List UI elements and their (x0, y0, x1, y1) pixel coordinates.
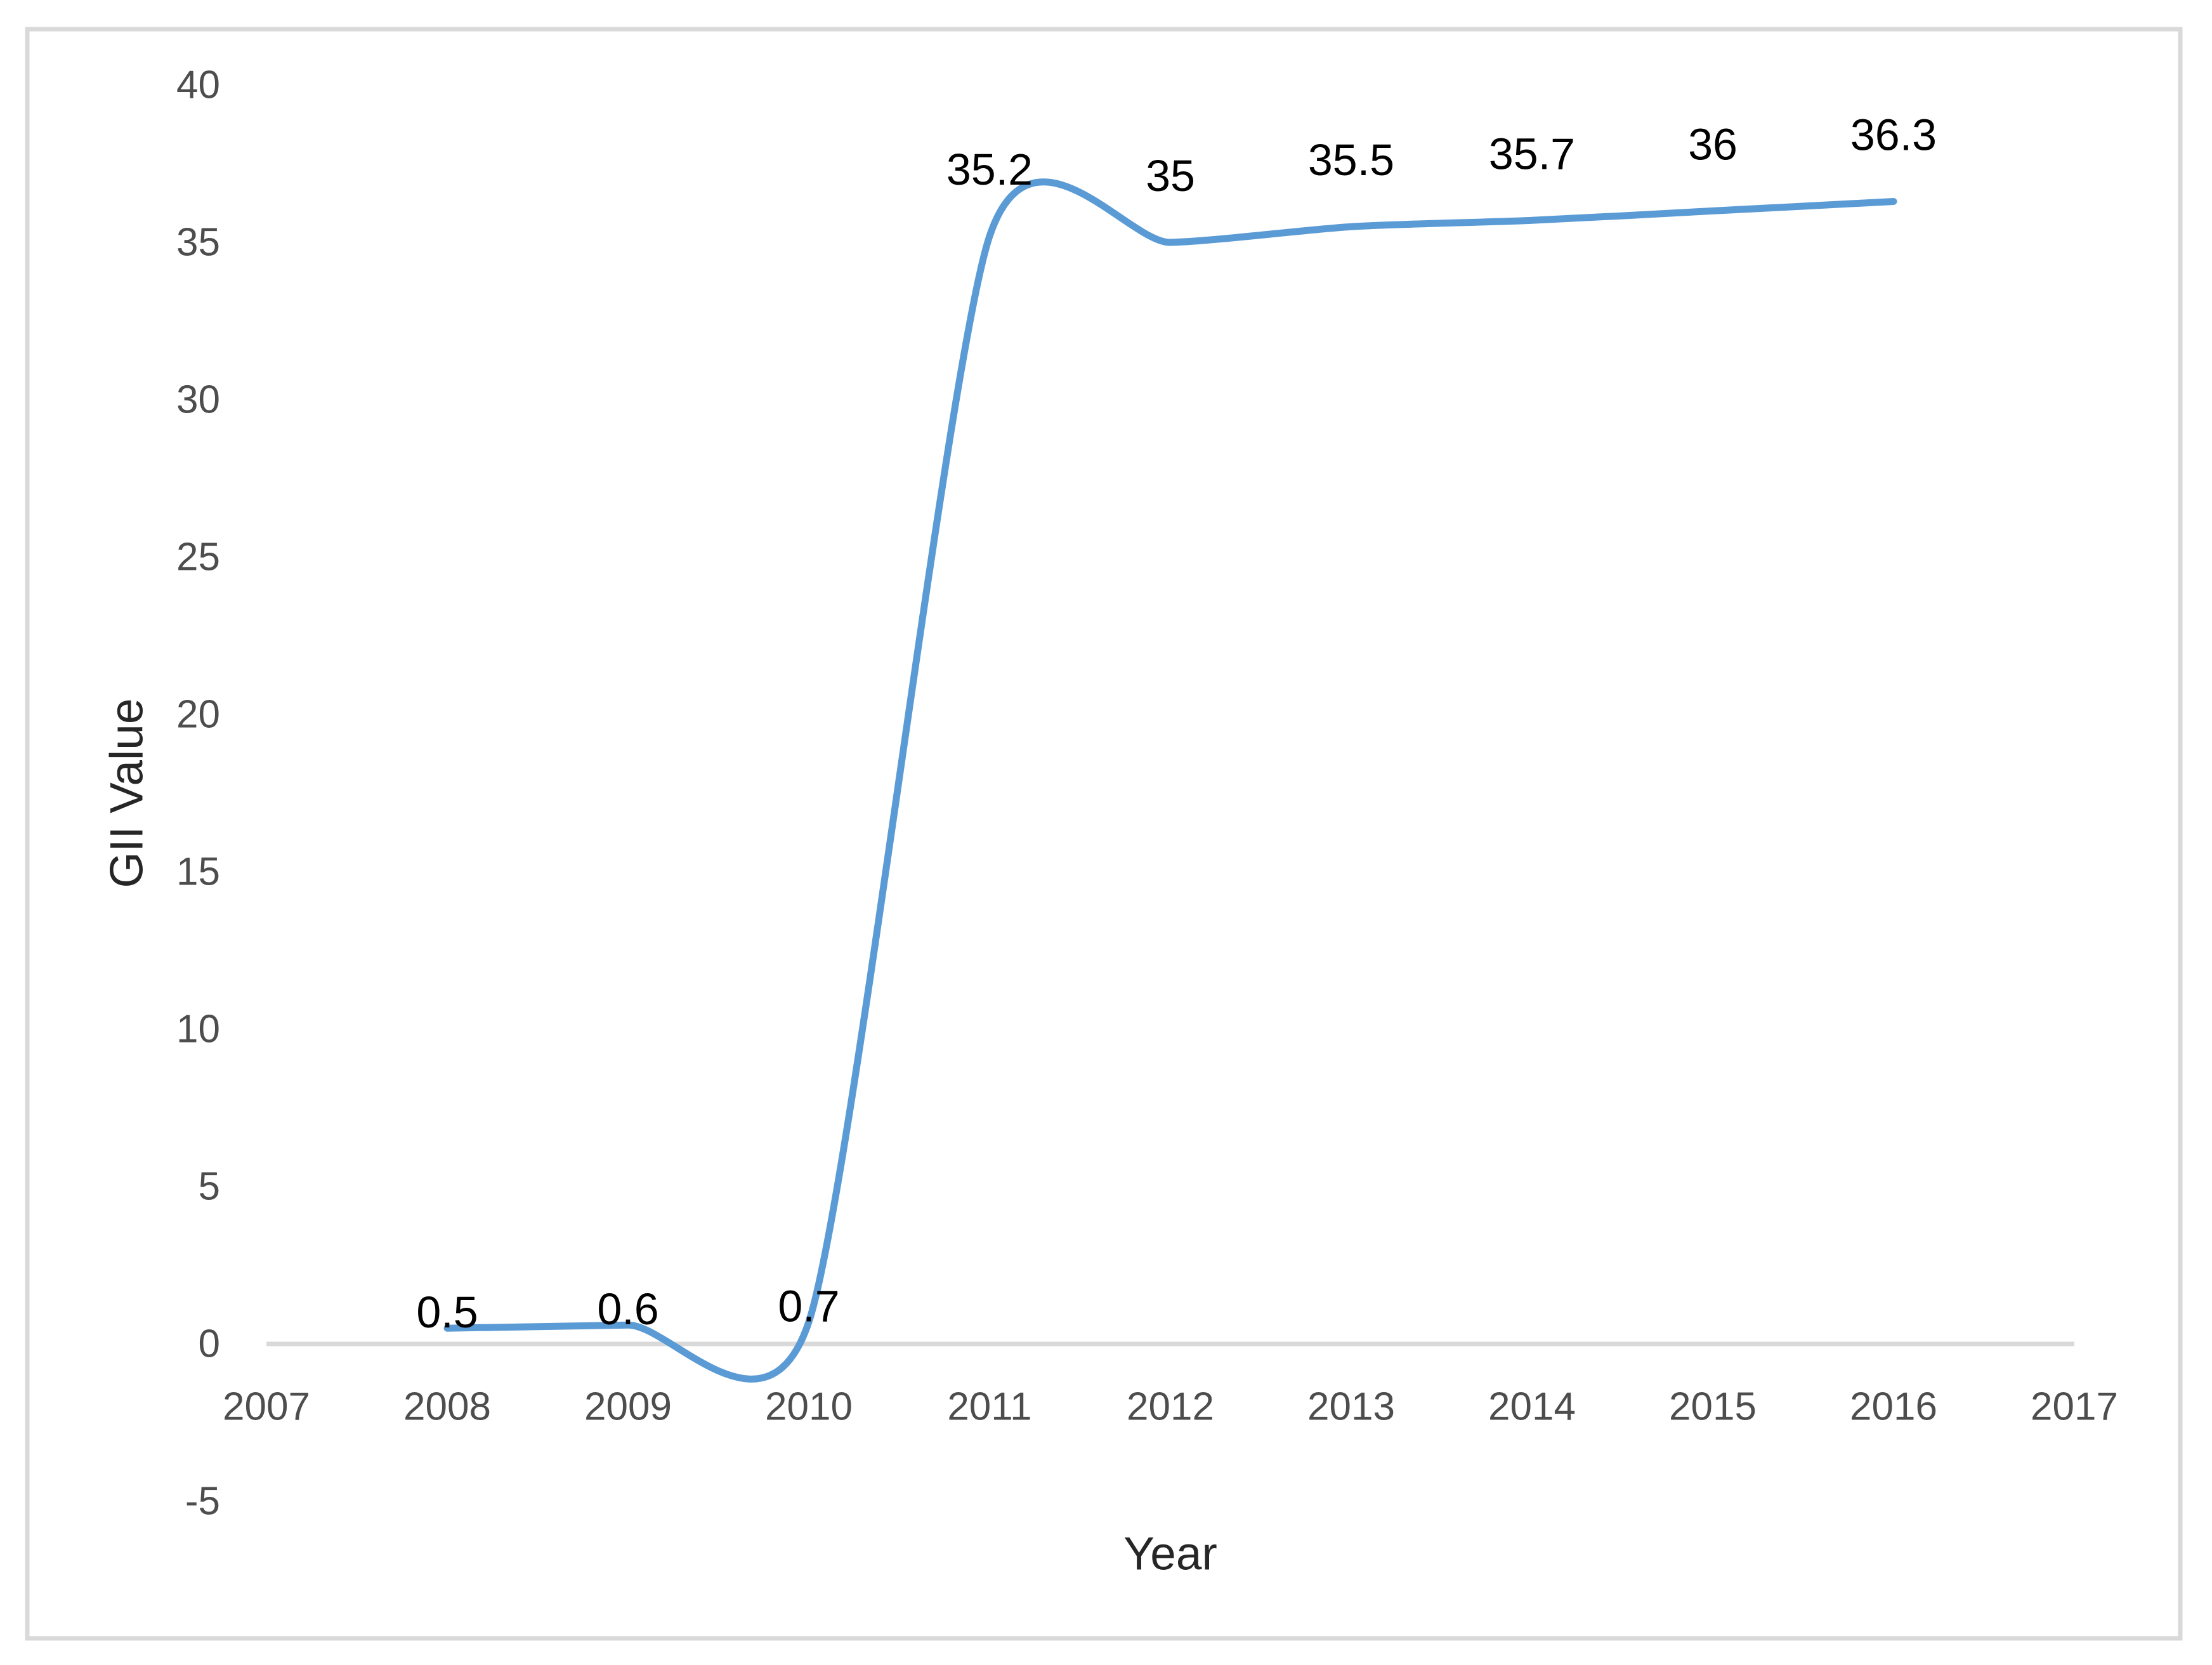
x-axis-title: Year (1123, 1529, 1217, 1580)
data-label: 35.2 (946, 145, 1033, 194)
x-tick-label: 2015 (1669, 1385, 1757, 1429)
y-tick-label: 5 (199, 1165, 220, 1209)
x-tick-label: 2011 (947, 1385, 1031, 1429)
y-tick-label: 0 (199, 1322, 220, 1366)
x-tick-label: 2008 (403, 1385, 491, 1429)
x-tick-label: 2016 (1850, 1385, 1937, 1429)
y-tick-label: 25 (176, 536, 220, 579)
chart-frame-border (25, 27, 2183, 1641)
y-tick-label: 15 (176, 850, 220, 894)
data-label: 35 (1146, 151, 1195, 201)
data-label: 0.7 (778, 1281, 839, 1331)
x-tick-label: 2013 (1307, 1385, 1395, 1429)
x-tick-label: 2014 (1488, 1385, 1576, 1429)
data-labels-group: 0.5 0.6 0.7 35.2 35 35.5 35.7 36 36.3 (416, 110, 1937, 1338)
data-label: 36.3 (1850, 110, 1937, 160)
y-tick-label: 35 (176, 221, 220, 265)
data-label: 0.6 (597, 1284, 658, 1334)
y-axis-title: GII Value (101, 699, 153, 888)
y-tick-label: 20 (176, 693, 220, 737)
x-tick-label: 2012 (1127, 1385, 1214, 1429)
data-label: 35.7 (1489, 129, 1575, 178)
x-tick-label: 2010 (765, 1385, 853, 1429)
x-tick-label: 2007 (223, 1385, 310, 1429)
series-line-group (443, 178, 1897, 1383)
y-tick-label: 40 (176, 63, 220, 107)
y-tick-label: 10 (176, 1008, 220, 1051)
data-label: 0.5 (416, 1287, 478, 1337)
y-axis-tick-labels: 40 35 30 25 20 15 10 5 0 -5 (176, 63, 220, 1524)
x-tick-label: 2009 (584, 1385, 672, 1429)
y-tick-label: 30 (176, 378, 220, 422)
x-axis-tick-labels: 2007 2008 2009 2010 2011 2012 2013 2014 2015 2016… (223, 1385, 2118, 1429)
data-label: 35.5 (1308, 135, 1394, 185)
data-label: 36 (1688, 119, 1738, 169)
x-tick-label: 2017 (2031, 1385, 2118, 1429)
y-tick-label: -5 (185, 1480, 220, 1524)
series-line (443, 178, 1897, 1383)
